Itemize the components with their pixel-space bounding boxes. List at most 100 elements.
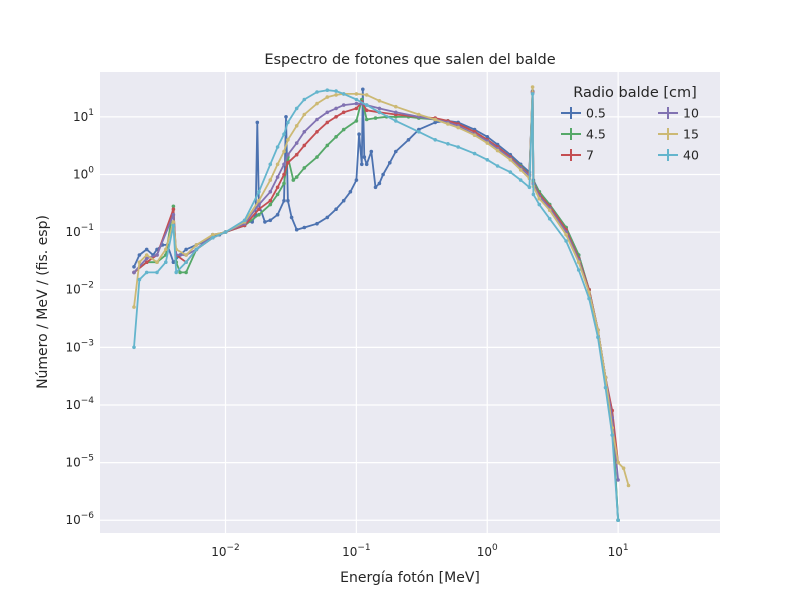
data-point	[223, 230, 228, 234]
data-point	[495, 164, 500, 168]
data-point	[369, 149, 374, 154]
data-point	[137, 260, 142, 265]
data-point	[357, 132, 361, 136]
data-point	[286, 138, 290, 142]
data-point	[268, 162, 273, 167]
data-point	[255, 120, 260, 125]
data-point	[325, 215, 330, 220]
data-point	[354, 101, 359, 106]
data-point	[257, 212, 261, 217]
series-40	[132, 88, 620, 522]
data-point	[417, 112, 421, 117]
data-point	[137, 277, 142, 282]
data-point	[341, 110, 346, 115]
data-point	[284, 115, 288, 119]
y-tick-label: 10−3	[65, 338, 94, 354]
data-point	[587, 296, 591, 301]
data-point	[354, 97, 359, 102]
x-tick-label: 10−1	[342, 543, 371, 559]
legend-title: Radio balde [cm]	[573, 85, 697, 101]
data-point	[302, 225, 307, 230]
data-point	[275, 162, 280, 167]
data-point	[302, 97, 307, 102]
data-point	[144, 260, 149, 265]
data-point	[294, 141, 299, 145]
data-point	[171, 220, 176, 224]
data-point	[508, 158, 513, 162]
data-point	[132, 345, 136, 350]
data-point	[325, 95, 330, 99]
data-point	[603, 385, 608, 390]
data-point	[361, 87, 365, 92]
data-point	[211, 232, 215, 237]
data-point	[621, 466, 626, 471]
data-point	[184, 253, 188, 257]
data-point	[377, 110, 382, 115]
data-point	[530, 92, 535, 96]
data-point	[547, 208, 552, 212]
data-point	[302, 143, 307, 148]
data-point	[268, 190, 273, 194]
data-point	[132, 305, 136, 309]
data-point	[596, 335, 600, 340]
data-point	[294, 175, 299, 179]
data-point	[530, 85, 535, 89]
data-point	[485, 135, 490, 139]
data-point	[616, 460, 620, 465]
data-point	[341, 103, 346, 107]
data-point	[325, 120, 330, 125]
data-point	[616, 518, 620, 522]
data-point	[334, 89, 338, 93]
data-point	[286, 160, 290, 165]
data-point	[354, 92, 359, 96]
data-point	[137, 253, 142, 257]
data-point	[282, 181, 286, 186]
y-tick-label: 101	[73, 108, 94, 124]
y-tick-label: 10−1	[65, 223, 94, 239]
data-point	[315, 221, 319, 226]
y-tick-label: 100	[73, 165, 94, 181]
data-point	[377, 181, 382, 186]
data-point	[518, 178, 523, 182]
series-line	[133, 89, 619, 521]
data-point	[155, 260, 159, 265]
legend: Radio balde [cm] 0.5 4.5 7 10 15 40	[561, 85, 699, 163]
data-point	[334, 93, 338, 97]
data-point	[268, 218, 273, 223]
data-point	[184, 247, 188, 252]
data-point	[406, 138, 411, 142]
data-point	[472, 133, 477, 137]
data-point	[275, 175, 280, 179]
data-point	[576, 260, 581, 265]
data-point	[164, 247, 168, 252]
data-point	[268, 178, 273, 182]
data-point	[373, 116, 378, 120]
data-point	[341, 198, 346, 203]
data-point	[211, 235, 215, 240]
data-point	[164, 260, 168, 265]
x-tick-label: 100	[477, 543, 498, 559]
data-point	[527, 185, 532, 190]
data-point	[291, 178, 296, 182]
data-point	[289, 215, 294, 220]
y-tick-labels: 10−6 10−5 10−4 10−3 10−2 10−1 100 101	[65, 108, 94, 527]
data-point	[257, 202, 261, 207]
legend-item: 4.5	[561, 127, 606, 142]
plot-area	[100, 72, 720, 533]
data-point	[171, 223, 176, 228]
data-point	[242, 218, 247, 223]
data-point	[315, 117, 319, 122]
data-point	[171, 212, 176, 217]
data-point	[294, 124, 299, 128]
data-point	[364, 162, 369, 167]
data-point	[626, 483, 631, 488]
data-point	[485, 158, 490, 162]
grid-lines	[100, 72, 720, 533]
data-point	[282, 162, 286, 167]
y-tick-label: 10−6	[65, 511, 94, 527]
data-point	[132, 270, 136, 275]
y-tick-label: 10−4	[65, 396, 94, 412]
legend-item: 15	[658, 127, 699, 142]
data-point	[315, 101, 319, 106]
